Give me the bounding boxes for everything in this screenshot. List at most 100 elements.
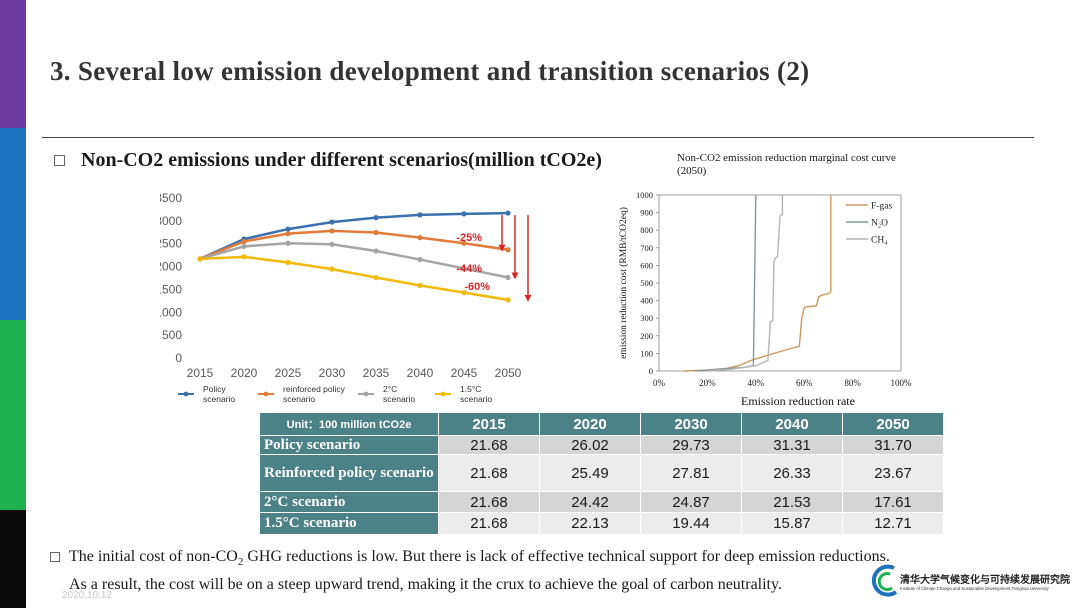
- legend-marker: [183, 391, 189, 397]
- x-tick-label: 100%: [891, 378, 913, 388]
- data-point: [417, 212, 423, 218]
- x-tick-label: 2020: [231, 366, 258, 380]
- x-tick-label: 2050: [495, 366, 522, 380]
- sidebar-color-bar: [0, 0, 26, 608]
- data-point: [329, 266, 335, 272]
- table-cell: 12.71: [842, 512, 944, 535]
- table-cell: 21.68: [438, 454, 540, 492]
- table-year-header: 2040: [741, 412, 843, 436]
- table-cell: 26.33: [741, 454, 843, 492]
- y-tick-label: 900: [640, 208, 653, 218]
- data-point: [285, 226, 291, 232]
- sidebar-segment-green: [0, 320, 26, 510]
- data-point: [373, 248, 379, 254]
- y-tick-label: 500: [640, 278, 653, 288]
- data-point: [461, 240, 467, 246]
- paragraph-prefix: The initial cost of non-CO: [69, 548, 238, 565]
- y-tick-label: 1500: [160, 282, 182, 296]
- data-point: [461, 290, 467, 296]
- reduction-arrowhead-icon: [524, 294, 532, 302]
- table-cell: 22.13: [539, 512, 641, 535]
- y-tick-label: 3500: [160, 191, 182, 205]
- table-row: 1.5°C scenario 21.68 22.13 19.44 15.87 1…: [259, 512, 944, 535]
- table-row: Policy scenario 21.68 26.02 29.73 31.31 …: [259, 435, 944, 455]
- y-tick-label: 1000: [160, 305, 182, 319]
- legend-marker: [440, 391, 446, 397]
- legend-label: CH₄: [871, 236, 888, 246]
- legend-marker: [263, 391, 269, 397]
- table-cell: 17.61: [842, 491, 944, 513]
- cost-curve-line: [683, 195, 832, 372]
- table-cell: 23.67: [842, 454, 944, 492]
- y-tick-label: 1000: [636, 190, 653, 200]
- x-tick-label: 2035: [363, 366, 390, 380]
- x-tick-label: 2040: [407, 366, 434, 380]
- y-tick-label: 2000: [160, 260, 182, 274]
- data-point: [241, 238, 247, 245]
- table-cell: 31.31: [741, 435, 843, 455]
- footer-date: 2020.10.12: [62, 590, 113, 601]
- cost-curve-line: [707, 195, 784, 372]
- institute-logo: 清华大学气候变化与可持续发展研究院 Institute of Climate C…: [870, 562, 1076, 600]
- logo-chinese-name: 清华大学气候变化与可持续发展研究院: [900, 575, 1070, 586]
- table-cell: 26.02: [539, 435, 641, 455]
- y-tick-label: 200: [640, 331, 653, 341]
- data-point: [417, 235, 423, 241]
- x-tick-label: 0%: [653, 378, 666, 388]
- table-cell: 25.49: [539, 454, 641, 492]
- legend-label: 2°C scenario: [383, 384, 415, 404]
- x-tick-label: 80%: [844, 378, 861, 388]
- table-year-header: 2020: [539, 412, 641, 436]
- marginal-cost-chart: 0 100 200 300 400 500 600 700 800 900 1000 0% 20% 40%…: [618, 190, 913, 408]
- y-tick-label: 0: [175, 351, 182, 365]
- table-cell: 24.42: [539, 491, 641, 513]
- y-tick-label: 500: [162, 328, 182, 342]
- data-point: [417, 282, 423, 289]
- x-tick-label: 2030: [319, 366, 346, 380]
- series-line: [199, 211, 509, 261]
- data-point: [373, 229, 379, 236]
- data-point: [329, 228, 335, 234]
- mcc-chart-title: Non-CO2 emission reduction marginal cost…: [677, 152, 896, 177]
- x-tick-label: 2025: [275, 366, 302, 380]
- title-divider: [42, 137, 1034, 138]
- x-tick-label: 20%: [699, 378, 716, 388]
- bullet-square-icon: [54, 155, 65, 166]
- paragraph-line-2: As a result, the cost will be on a steep…: [69, 576, 782, 593]
- legend-label: F-gas: [871, 202, 892, 212]
- legend-label: 1.5°C scenario: [460, 384, 492, 404]
- y-tick-label: 300: [640, 313, 653, 323]
- table-unit-label: Unit：100 million tCO2e: [259, 412, 439, 436]
- series-line: [199, 229, 509, 261]
- paragraph-line-1: The initial cost of non-CO2 GHG reductio…: [69, 548, 890, 568]
- table-row-label: Policy scenario: [259, 435, 439, 455]
- reduction-arrowhead-icon: [498, 244, 506, 252]
- table-cell: 24.87: [640, 491, 742, 513]
- y-tick-label: 800: [640, 225, 653, 235]
- data-point: [329, 241, 335, 247]
- table-row: 2°C scenario 21.68 24.42 24.87 21.53 17.…: [259, 491, 944, 513]
- emissions-table: Unit：100 million tCO2e 2015 2020 2030 20…: [259, 412, 944, 535]
- logo-mark-icon: [871, 564, 898, 597]
- table-cell: 21.68: [438, 512, 540, 535]
- paragraph-subscript: 2: [237, 556, 244, 569]
- logo-english-name: Institute of Climate Change and Sustaina…: [900, 586, 1049, 591]
- data-point: [285, 240, 291, 246]
- x-axis-label: Emission reduction rate: [741, 394, 855, 408]
- sidebar-segment-black: [0, 510, 26, 608]
- y-tick-label: 0: [649, 366, 653, 376]
- table-row: Reinforced policy scenario 21.68 25.49 2…: [259, 454, 944, 492]
- reduction-label: -25%: [456, 232, 482, 244]
- x-tick-label: 2015: [187, 366, 214, 380]
- data-point: [285, 259, 291, 266]
- table-cell: 21.53: [741, 491, 843, 513]
- legend-marker: [363, 391, 369, 397]
- table-row-label: 1.5°C scenario: [259, 512, 439, 535]
- x-tick-label: 40%: [748, 378, 765, 388]
- data-point: [417, 256, 423, 263]
- reduction-arrowhead-icon: [511, 272, 519, 280]
- y-axis-label: emission reduction cost (RMB/tCO2eq): [618, 207, 629, 359]
- data-point: [461, 211, 467, 217]
- paragraph-line1-rest: GHG reductions is low. But there is lack…: [243, 548, 890, 565]
- y-tick-label: 400: [640, 296, 653, 306]
